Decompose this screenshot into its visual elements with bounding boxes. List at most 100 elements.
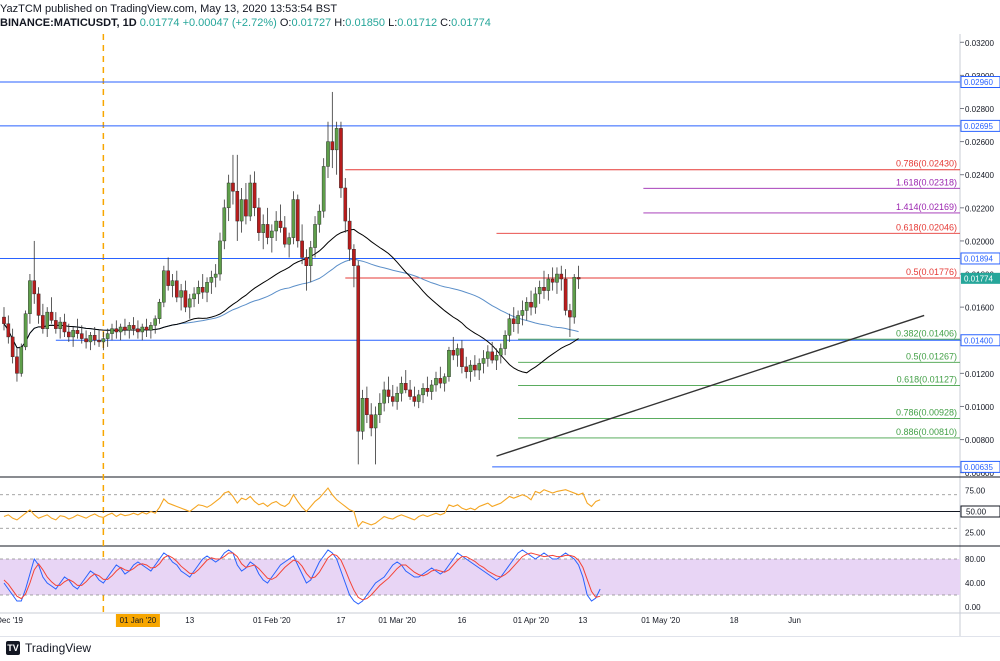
candle-body (568, 310, 572, 318)
candle (356, 260, 361, 465)
candle-body (278, 220, 283, 228)
level-axis-tag (960, 252, 1000, 265)
rsi-line (3, 487, 601, 528)
candle-body (499, 348, 503, 356)
candle-body (317, 210, 322, 225)
candle (447, 346, 451, 382)
candle (32, 240, 37, 304)
candle-body (416, 394, 421, 402)
candle (244, 182, 248, 225)
level-axis-label: 0.01894 (964, 254, 993, 263)
fib-level-label: 0.618(0.01127) (897, 374, 957, 384)
candle (533, 287, 538, 314)
chart-canvas[interactable]: 0.032000.030000.028000.026000.024000.022… (0, 0, 1000, 636)
y-tick-label: 0.00800 (965, 436, 994, 445)
level-axis-label: 0.02695 (964, 122, 993, 131)
candle (88, 331, 93, 351)
candle (477, 358, 482, 380)
y-tick-label: 0.02600 (965, 138, 994, 147)
candle (365, 386, 369, 424)
candle-body (131, 325, 136, 329)
candle-body (196, 287, 201, 295)
candle (559, 265, 564, 291)
candle-body (252, 182, 257, 209)
fib-level-label: 0.382(0.01406) (896, 328, 957, 338)
level-axis-tag (960, 334, 1000, 347)
candle (136, 320, 140, 339)
candle-body (481, 358, 486, 364)
candle-body (58, 321, 62, 329)
candle-body (6, 323, 11, 338)
candle-body (391, 396, 395, 402)
candle-body (231, 182, 235, 192)
candle-body (369, 414, 374, 429)
candle (226, 174, 231, 222)
tradingview-logo[interactable]: TV TradingView (6, 641, 91, 655)
candle-body (226, 182, 231, 209)
candle (252, 171, 257, 217)
candle (105, 328, 110, 347)
candle (248, 174, 253, 222)
candle-body (235, 191, 240, 222)
x-tick-label: 01 Feb '20 (253, 616, 291, 625)
rsi-level-tag (960, 505, 1000, 518)
candle-body (62, 321, 67, 333)
x-tick-label: 13 (578, 616, 587, 625)
candle (192, 287, 196, 308)
candle-body (486, 351, 490, 359)
low-value: 0.01712 (397, 17, 438, 29)
candle (170, 274, 175, 298)
candle-body (550, 278, 555, 283)
y-tick-label: 0.01200 (965, 370, 994, 379)
candle-body (308, 247, 313, 266)
candle (572, 274, 577, 324)
candle-body (490, 351, 494, 361)
candle (434, 371, 438, 392)
candle (62, 313, 67, 337)
candle-body (239, 199, 244, 222)
candle-body (494, 354, 499, 361)
candle (45, 307, 49, 337)
y-tick-label: 0.02800 (965, 105, 994, 114)
candle (391, 384, 395, 407)
candle (153, 315, 158, 334)
candle-body (218, 240, 222, 275)
y-tick-label: 0.01000 (965, 403, 994, 412)
candle (66, 323, 71, 342)
candle-body (45, 311, 49, 329)
candle-body (200, 287, 205, 293)
candle (75, 318, 80, 339)
level-axis-tag (960, 119, 1000, 132)
candle-body (192, 293, 196, 300)
candle-body (97, 340, 101, 343)
x-tick-label: 18 (730, 616, 739, 625)
brand-label: TradingView (25, 641, 92, 655)
candle (403, 370, 408, 394)
candle (200, 274, 205, 299)
candle-body (170, 280, 175, 286)
candle (79, 325, 84, 344)
candle-body (10, 336, 15, 358)
candle (118, 323, 123, 341)
level-axis-label: 0.01400 (964, 336, 993, 345)
candle (473, 355, 477, 377)
candle (174, 270, 179, 303)
candle-body (149, 325, 153, 331)
candle-body (15, 356, 19, 374)
last-price-label: 0.01774 (964, 274, 993, 283)
candle-body (105, 333, 110, 339)
candle (235, 154, 240, 241)
candle-body (447, 349, 451, 377)
candle-body (533, 293, 538, 308)
candle-body (356, 265, 361, 432)
candle-body (304, 257, 309, 266)
candle-body (283, 227, 287, 245)
candle (300, 224, 304, 265)
candle (576, 265, 581, 289)
candle (326, 121, 330, 179)
candle-body (265, 224, 270, 238)
candle-body (529, 301, 533, 308)
candle-body (248, 182, 253, 217)
candle-body (507, 318, 512, 336)
candle-body (287, 237, 291, 245)
